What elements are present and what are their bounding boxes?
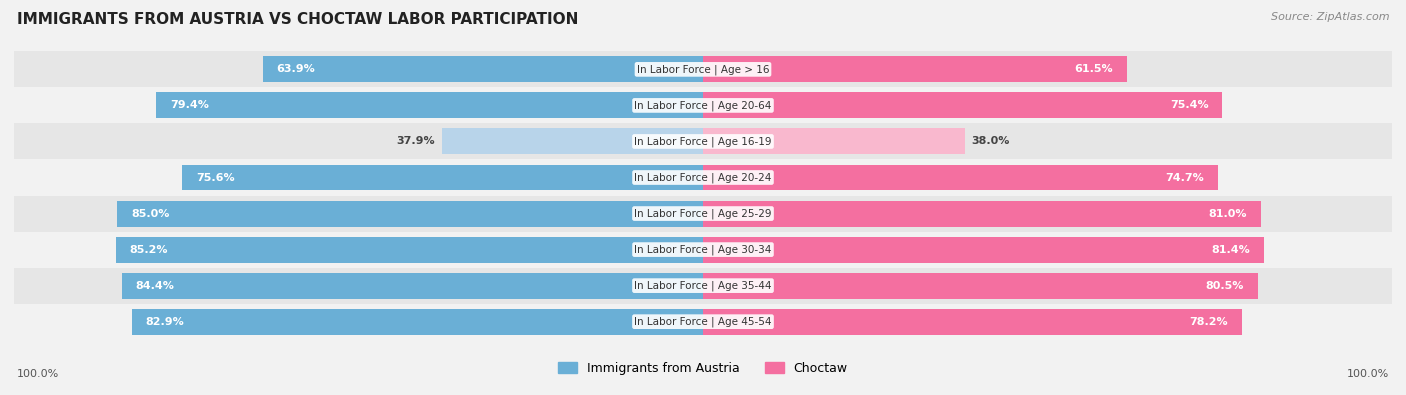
Text: In Labor Force | Age 45-54: In Labor Force | Age 45-54 (634, 316, 772, 327)
Text: 75.6%: 75.6% (195, 173, 235, 182)
Text: 100.0%: 100.0% (17, 369, 59, 379)
Text: 74.7%: 74.7% (1166, 173, 1204, 182)
Text: In Labor Force | Age 20-64: In Labor Force | Age 20-64 (634, 100, 772, 111)
Bar (14, 196, 1392, 231)
Bar (132, 309, 703, 335)
Bar (703, 273, 1257, 299)
Bar (121, 273, 703, 299)
Text: 75.4%: 75.4% (1170, 100, 1209, 111)
Bar (117, 201, 703, 226)
Text: 78.2%: 78.2% (1189, 317, 1227, 327)
Text: 100.0%: 100.0% (1347, 369, 1389, 379)
Legend: Immigrants from Austria, Choctaw: Immigrants from Austria, Choctaw (554, 357, 852, 380)
Text: 79.4%: 79.4% (170, 100, 208, 111)
Bar (14, 51, 1392, 87)
Bar (156, 92, 703, 118)
Text: 38.0%: 38.0% (972, 136, 1010, 147)
Text: 37.9%: 37.9% (396, 136, 434, 147)
Text: In Labor Force | Age 16-19: In Labor Force | Age 16-19 (634, 136, 772, 147)
Text: 85.0%: 85.0% (131, 209, 170, 218)
Bar (441, 128, 703, 154)
Bar (14, 231, 1392, 268)
Text: 85.2%: 85.2% (129, 245, 169, 255)
Bar (703, 165, 1218, 190)
Bar (703, 201, 1261, 226)
Text: 81.0%: 81.0% (1209, 209, 1247, 218)
Text: 81.4%: 81.4% (1211, 245, 1250, 255)
Bar (14, 123, 1392, 160)
Bar (183, 165, 703, 190)
Bar (14, 160, 1392, 196)
Text: In Labor Force | Age 35-44: In Labor Force | Age 35-44 (634, 280, 772, 291)
Bar (703, 128, 965, 154)
Text: In Labor Force | Age 25-29: In Labor Force | Age 25-29 (634, 208, 772, 219)
Text: IMMIGRANTS FROM AUSTRIA VS CHOCTAW LABOR PARTICIPATION: IMMIGRANTS FROM AUSTRIA VS CHOCTAW LABOR… (17, 12, 578, 27)
Text: 84.4%: 84.4% (135, 280, 174, 291)
Bar (703, 56, 1126, 82)
Text: In Labor Force | Age 20-24: In Labor Force | Age 20-24 (634, 172, 772, 183)
Bar (703, 237, 1264, 263)
Text: In Labor Force | Age 30-34: In Labor Force | Age 30-34 (634, 245, 772, 255)
Text: 82.9%: 82.9% (146, 317, 184, 327)
Text: Source: ZipAtlas.com: Source: ZipAtlas.com (1271, 12, 1389, 22)
Text: 61.5%: 61.5% (1074, 64, 1114, 74)
Text: In Labor Force | Age > 16: In Labor Force | Age > 16 (637, 64, 769, 75)
Bar (14, 304, 1392, 340)
Bar (14, 268, 1392, 304)
Bar (14, 87, 1392, 123)
Bar (703, 92, 1222, 118)
Bar (703, 309, 1241, 335)
Bar (263, 56, 703, 82)
Bar (117, 237, 703, 263)
Text: 80.5%: 80.5% (1205, 280, 1244, 291)
Text: 63.9%: 63.9% (277, 64, 315, 74)
